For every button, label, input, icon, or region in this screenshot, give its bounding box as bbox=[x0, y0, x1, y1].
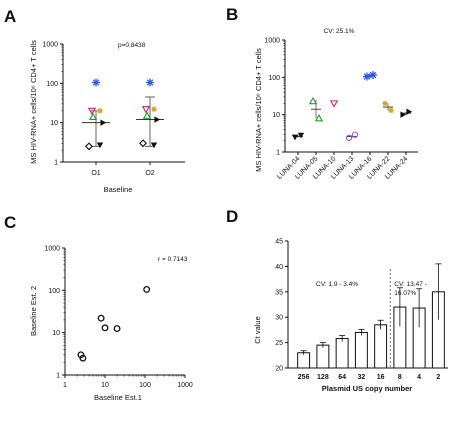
panel-a-p-value: p=0.8438 bbox=[118, 42, 146, 49]
panel-a-point bbox=[141, 106, 151, 114]
panel-b-y-axis-label: MS HIV-RNA+ cells/10⁶ CD4+ T cells bbox=[254, 48, 263, 172]
panel-b-point bbox=[388, 107, 394, 114]
panel-d-bar bbox=[297, 352, 311, 369]
panel-b-y-tick-label: 100 bbox=[268, 75, 280, 82]
panel-c-y-tick-label: 10 bbox=[52, 330, 60, 337]
panel-c-y-axis-label: Baseline Est. 2 bbox=[29, 286, 38, 336]
panel-a: A 1 10 100 1000 O1 O2 p=0.8438 MS HIV-RNA+ ce… bbox=[4, 7, 185, 194]
panel-d-y-tick-label: 35 bbox=[275, 289, 283, 296]
panel-a-point bbox=[150, 142, 158, 149]
panel-b-point bbox=[363, 72, 371, 81]
panel-a-x-axis-label: Baseline bbox=[104, 185, 133, 194]
panel-a-point bbox=[87, 107, 97, 116]
panel-a-point bbox=[151, 106, 157, 112]
panel-b-point bbox=[369, 71, 377, 80]
panel-c-x-tick-label: 1000 bbox=[177, 382, 193, 389]
panel-a-point bbox=[142, 111, 152, 119]
panel-d-cv-annotation-right-line-2: 16.07% bbox=[394, 290, 416, 297]
panel-b-y-tick-label: 10 bbox=[272, 112, 280, 119]
panel-d-y-tick-label: 40 bbox=[275, 264, 283, 271]
panel-d-cv-annotation-right-line-1: CV: 13.47 - bbox=[394, 281, 427, 288]
panel-d-x-tick-label: 32 bbox=[357, 374, 365, 381]
panel-c-point bbox=[77, 351, 85, 359]
panel-d-x-tick-label: 256 bbox=[298, 374, 310, 381]
panel-d-bar bbox=[374, 324, 388, 369]
panel-letter-c: C bbox=[4, 213, 16, 232]
panel-letter-b: B bbox=[226, 5, 238, 24]
panel-a-point bbox=[92, 78, 100, 87]
panel-d-x-tick-label: 128 bbox=[317, 374, 329, 381]
panel-b-point bbox=[314, 113, 324, 122]
panel-d-y-tick-label: 30 bbox=[275, 315, 283, 322]
panel-d-x-tick-label: 2 bbox=[436, 374, 440, 381]
panel-a-point bbox=[96, 142, 104, 149]
panel-a-point bbox=[154, 116, 161, 123]
panel-d-bar bbox=[354, 331, 368, 369]
panel-c-x-axis-label: Baseline Est.1 bbox=[94, 393, 142, 402]
panel-c-r-annotation: r = 0.7143 bbox=[158, 256, 188, 263]
panel-b-point bbox=[400, 111, 407, 118]
panel-b-point bbox=[329, 100, 339, 108]
panel-b-point bbox=[351, 131, 359, 138]
panel-b-point bbox=[297, 132, 305, 139]
panel-b: B 1101001000LUNA-04LUNA-05LUNA-10LUNA-13… bbox=[226, 5, 418, 181]
panel-d-x-tick-label: 64 bbox=[338, 374, 346, 381]
panel-a-point bbox=[146, 78, 154, 87]
panel-c-y-tick-label: 100 bbox=[48, 288, 60, 295]
panel-c-x-tick-label: 10 bbox=[101, 382, 109, 389]
panel-d-cv-annotation-right: CV: 13.47 - 16.07% bbox=[394, 281, 427, 297]
panel-d-x-tick-label: 8 bbox=[398, 374, 402, 381]
panel-b-point bbox=[308, 96, 318, 105]
panel-a-point bbox=[139, 139, 147, 148]
panel-a-y-axis-label: MS HIV-RNA+ cells/10⁶ CD4+ T cells bbox=[29, 40, 38, 164]
panel-c-plot: 1 10 100 1000 1 10 100 1000 bbox=[44, 246, 192, 390]
panel-c-point bbox=[97, 314, 105, 322]
panel-a-x-tick-label: O1 bbox=[91, 170, 100, 177]
panel-c: C 1 10 100 1000 1 10 100 1000 r = 0.7143 Baseli… bbox=[4, 213, 193, 402]
panel-c-x-tick-label: 100 bbox=[139, 382, 151, 389]
panel-c-point bbox=[143, 285, 151, 293]
panel-b-point bbox=[345, 134, 353, 141]
panel-d-x-tick-label: 4 bbox=[417, 374, 421, 381]
panel-b-point bbox=[291, 134, 299, 141]
panel-b-cv-annotation: CV: 25.1% bbox=[324, 28, 355, 35]
panel-letter-a: A bbox=[4, 7, 16, 26]
panel-b-y-tick-label: 1000 bbox=[264, 38, 280, 45]
panel-c-y-tick-label: 1000 bbox=[44, 246, 60, 253]
panel-c-point bbox=[101, 324, 109, 332]
panel-c-point bbox=[79, 354, 87, 362]
panel-c-y-tick-label: 1 bbox=[56, 373, 60, 380]
panel-d-plot: 20 25 30 35 40 45 256 128 64 32 16 8 4 2 CV: 13.47 - 16… bbox=[275, 239, 448, 381]
panel-a-y-tick-label: 1000 bbox=[42, 42, 58, 49]
panel-d-bar bbox=[316, 344, 330, 369]
panel-b-point bbox=[382, 100, 388, 107]
panel-a-x-tick-label: O2 bbox=[145, 170, 154, 177]
panel-b-plot: 1101001000LUNA-04LUNA-05LUNA-10LUNA-13LU… bbox=[264, 38, 418, 181]
panel-d: D 20 25 30 35 40 45 256 128 64 32 16 8 4 2 CV: 13.47 -… bbox=[226, 207, 448, 393]
panel-d-y-tick-label: 20 bbox=[275, 366, 283, 373]
panel-a-y-tick-label: 10 bbox=[50, 120, 58, 127]
panel-d-y-tick-label: 45 bbox=[275, 239, 283, 246]
panel-d-bar bbox=[335, 338, 349, 369]
panel-d-y-axis-label: Ct value bbox=[253, 316, 262, 344]
panel-a-y-tick-label: 100 bbox=[46, 81, 58, 88]
panel-a-y-tick-label: 1 bbox=[54, 160, 58, 167]
panel-d-x-tick-label: 16 bbox=[377, 374, 385, 381]
panel-a-point bbox=[100, 119, 107, 126]
panel-d-x-axis-label: Plasmid US copy number bbox=[322, 384, 413, 393]
panel-b-point bbox=[406, 108, 413, 115]
panel-d-y-tick-label: 25 bbox=[275, 340, 283, 347]
panel-b-y-tick-label: 1 bbox=[276, 150, 280, 157]
panel-a-point bbox=[88, 112, 98, 121]
panel-c-point bbox=[113, 325, 121, 333]
panel-a-plot: 1 10 100 1000 O1 O2 bbox=[42, 42, 185, 177]
panel-d-cv-annotation-left: CV: 1.9 - 3.4% bbox=[316, 281, 358, 288]
panel-a-point bbox=[85, 142, 93, 151]
panel-c-x-tick-label: 1 bbox=[63, 382, 67, 389]
panel-a-point bbox=[97, 108, 103, 114]
panel-letter-d: D bbox=[226, 207, 238, 226]
